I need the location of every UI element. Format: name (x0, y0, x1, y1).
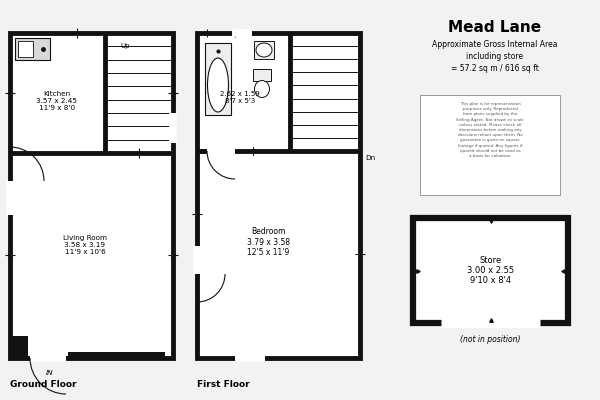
Text: including store: including store (466, 52, 524, 61)
Bar (420, 95, 560, 195)
Bar (10, 33, 173, 358)
Bar (254, 41, 274, 59)
Bar (15, 38, 50, 60)
Text: Mead Lane: Mead Lane (448, 20, 542, 35)
Text: First Floor: First Floor (197, 380, 250, 389)
Text: Ground Floor: Ground Floor (10, 380, 77, 389)
Text: Dn: Dn (365, 155, 375, 161)
Text: This plan is for representation
purposes only. Reproduced
from plans supplied by: This plan is for representation purposes… (456, 102, 524, 158)
Text: 2.62 x 1.59
8'7 x 5'3: 2.62 x 1.59 8'7 x 5'3 (220, 91, 260, 104)
Text: (not in position): (not in position) (460, 335, 521, 344)
Bar (197, 33, 360, 358)
Text: Store
3.00 x 2.55
9'10 x 8'4: Store 3.00 x 2.55 9'10 x 8'4 (467, 256, 514, 286)
Text: Bedroom
3.79 x 3.58
12'5 x 11'9: Bedroom 3.79 x 3.58 12'5 x 11'9 (247, 227, 290, 257)
Text: Up: Up (120, 43, 130, 49)
Bar (10, 336, 28, 358)
Ellipse shape (254, 80, 269, 98)
Ellipse shape (256, 43, 272, 57)
Text: IN: IN (46, 370, 54, 376)
Bar (253, 69, 271, 81)
Bar (68, 352, 165, 358)
Bar (205, 43, 231, 115)
Text: Kitchen
3.57 x 2.45
11'9 x 8'0: Kitchen 3.57 x 2.45 11'9 x 8'0 (37, 91, 77, 111)
Ellipse shape (208, 58, 229, 112)
Text: = 57.2 sq m / 616 sq ft: = 57.2 sq m / 616 sq ft (451, 64, 539, 73)
Text: Living Room
3.58 x 3.19
11'9 x 10'6: Living Room 3.58 x 3.19 11'9 x 10'6 (63, 235, 107, 255)
Text: Approximate Gross Internal Area: Approximate Gross Internal Area (432, 40, 558, 49)
Bar (18, 41, 33, 57)
Bar (413, 218, 568, 323)
